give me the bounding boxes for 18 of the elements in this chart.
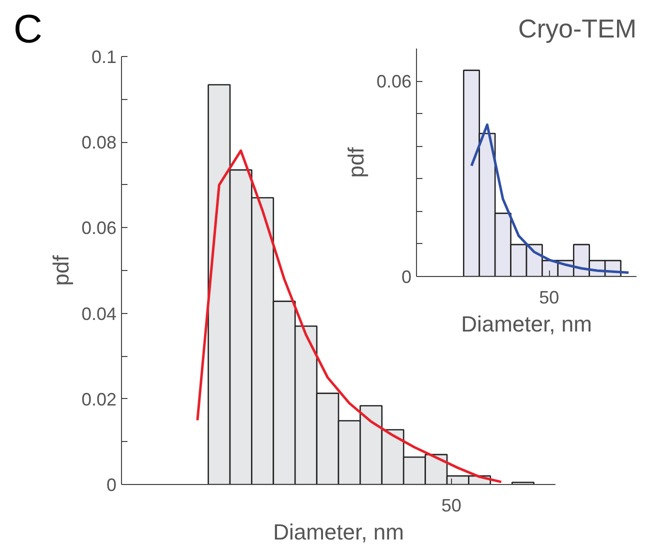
x-axis-title: Diameter, nm xyxy=(461,312,592,336)
y-axis-title: pdf xyxy=(48,254,74,286)
x-axis-title: Diameter, nm xyxy=(273,520,404,544)
y-tick-label: 0.1 xyxy=(91,47,117,67)
line-series xyxy=(470,123,630,274)
y-tick-label: 0.06 xyxy=(376,72,412,92)
annotation: 50 xyxy=(539,288,560,308)
y-tick-label: 0 xyxy=(401,267,412,287)
y-tick-label: 0.08 xyxy=(81,132,117,153)
bar xyxy=(511,482,534,484)
y-tick-label: 0 xyxy=(106,475,117,495)
y-tick-label: 0.02 xyxy=(81,389,117,410)
y-axis-title: pdf xyxy=(343,146,368,178)
text: C xyxy=(14,8,42,52)
y-tick-label: 0.06 xyxy=(81,218,117,238)
y-tick-label: 0.04 xyxy=(81,304,117,324)
text: 50 xyxy=(441,496,462,516)
chart-title: Cryo-TEM xyxy=(518,14,637,44)
